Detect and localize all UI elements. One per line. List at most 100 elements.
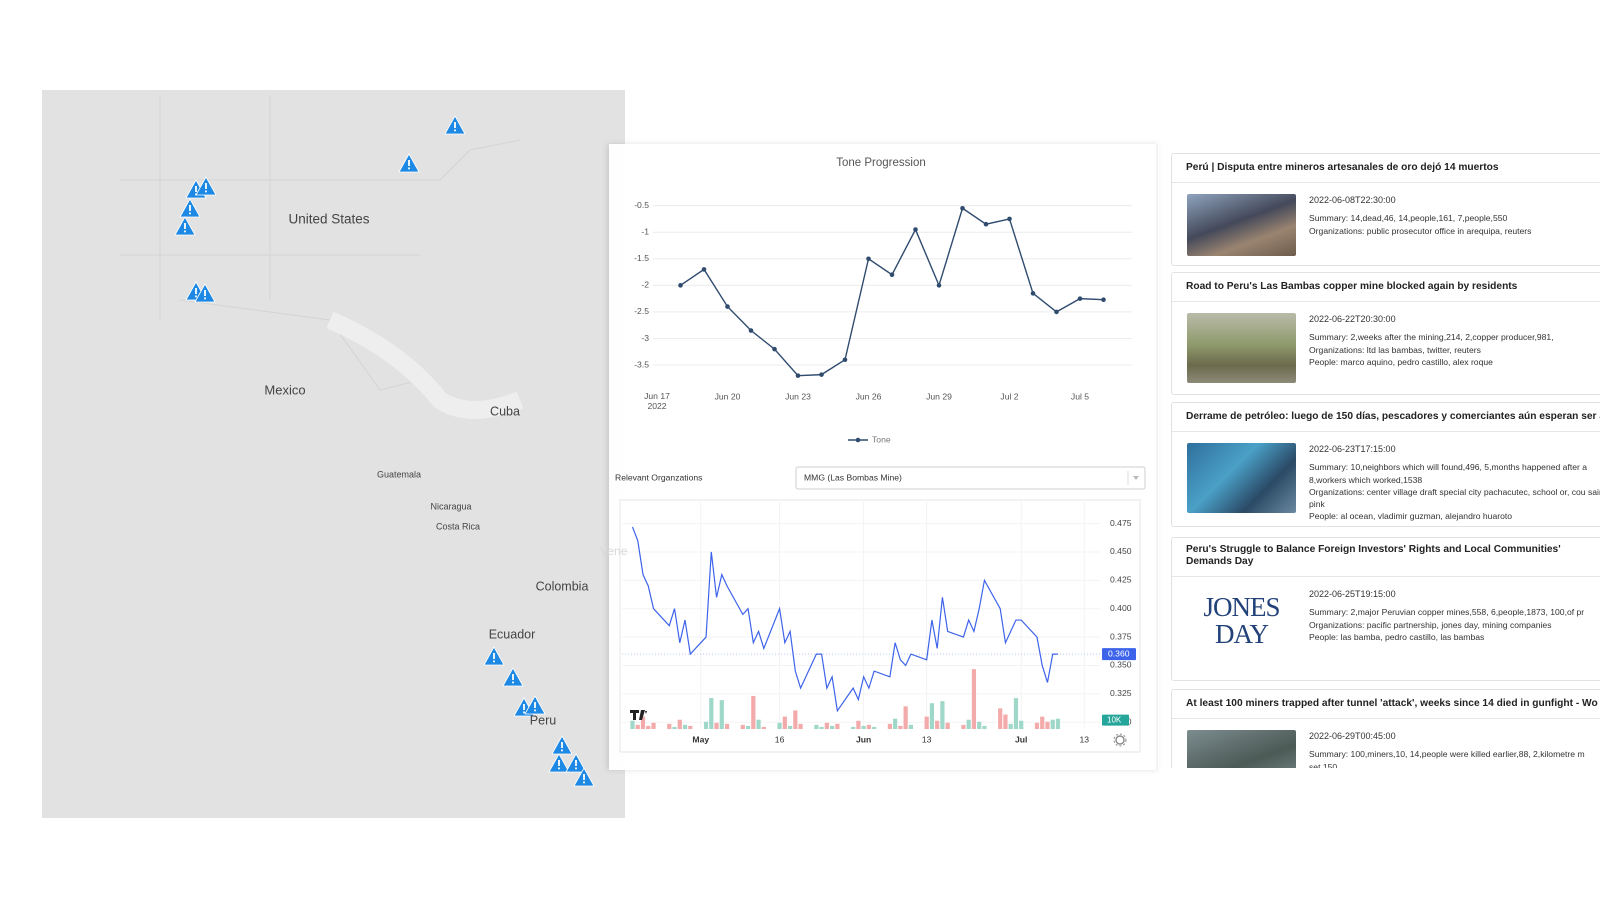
alert-marker-glyph: [204, 297, 206, 300]
legend-swatch-point: [855, 437, 861, 443]
logo-text: JONES: [1203, 592, 1280, 622]
volume-bar: [793, 710, 798, 729]
volume-bar: [945, 722, 950, 729]
tone-point: [701, 267, 707, 272]
alert-marker-glyph: [195, 186, 197, 192]
y-tick-label: 0.425: [1110, 575, 1132, 585]
news-card[interactable]: Peru's Struggle to Balance Foreign Inves…: [1171, 537, 1600, 681]
map-label: United States: [288, 212, 369, 227]
alert-marker-glyph: [561, 742, 563, 748]
news-detail: Summary: 10,neighbors which will found,4…: [1309, 462, 1588, 485]
alert-marker-glyph: [583, 774, 585, 780]
alert-marker-glyph: [184, 223, 186, 229]
news-list: Perú | Disputa entre mineros artesanales…: [1171, 0, 1600, 768]
volume-bar: [724, 723, 730, 729]
volume-bar: [872, 726, 877, 729]
volume-bar: [745, 725, 751, 729]
volume-bar: [667, 723, 672, 729]
tone-point: [748, 328, 754, 333]
map[interactable]: [42, 90, 625, 818]
news-info: 2022-06-25T19:15:00 Summary: 2,major Peru…: [1309, 588, 1600, 643]
volume-bar: [756, 719, 761, 729]
volume-bar: [856, 720, 861, 729]
news-detail: Organizations: center village draft spec…: [1309, 486, 1600, 510]
x-tick-label: Jun: [856, 734, 871, 744]
logo-text: DAY: [1214, 619, 1269, 649]
news-date: 2022-06-22T20:30:00: [1309, 314, 1396, 324]
organization-select[interactable]: [795, 466, 1146, 490]
news-detail: Summary: 2,weeks after the mining,214, 2…: [1309, 332, 1554, 343]
y-tick-label: 0.450: [1110, 546, 1132, 556]
x-tick-label: 16: [775, 734, 785, 744]
volume-bar: [630, 720, 635, 729]
alert-marker-glyph: [454, 122, 456, 128]
tone-point: [913, 227, 918, 232]
tone-point: [842, 357, 848, 363]
x-tick-label: Jun 26: [856, 391, 882, 401]
volume-bar: [709, 698, 714, 729]
volume-bar: [1008, 723, 1013, 729]
volume-bar: [903, 706, 908, 729]
volume-bar: [814, 724, 819, 729]
tone-point: [1007, 216, 1012, 222]
alert-marker-glyph: [575, 760, 577, 766]
news-card[interactable]: Derrame de petróleo: luego de 150 días, …: [1171, 402, 1600, 527]
volume-bar: [1045, 721, 1050, 729]
x-tick-label: Jul 5: [1071, 391, 1089, 401]
select-caret[interactable]: [1133, 476, 1139, 480]
alert-marker-glyph: [558, 760, 560, 766]
news-card[interactable]: At least 100 miners trapped after tunnel…: [1171, 689, 1600, 768]
alert-marker-glyph: [189, 212, 191, 215]
volume-bar: [982, 725, 987, 729]
alert-marker-glyph: [534, 702, 536, 708]
alert-marker-glyph: [195, 295, 197, 298]
news-date: 2022-06-29T00:45:00: [1309, 731, 1396, 741]
volume-bar: [651, 722, 656, 729]
volume-bar: [787, 725, 793, 729]
y-tick-label: -1.5: [634, 253, 649, 263]
alert-marker-glyph: [561, 749, 563, 752]
volume-bar: [682, 724, 688, 729]
alert-marker-glyph: [195, 288, 197, 294]
y-tick-label: -0.5: [634, 200, 649, 210]
news-thumbnail: [1187, 313, 1296, 383]
tone-point: [725, 304, 730, 309]
volume-bar: [893, 718, 898, 729]
news-date: 2022-06-25T19:15:00: [1309, 589, 1396, 599]
alert-marker-glyph: [184, 230, 186, 233]
volume-bar: [1013, 698, 1019, 729]
map-label: Colombia: [536, 579, 589, 593]
alert-marker-glyph: [558, 767, 560, 770]
volume-bar: [646, 725, 651, 729]
news-thumbnail: [1187, 194, 1296, 256]
volume-bar: [677, 719, 682, 729]
news-card[interactable]: Perú | Disputa entre mineros artesanales…: [1171, 153, 1600, 266]
news-card[interactable]: Road to Peru's Las Bambas copper mine bl…: [1171, 272, 1600, 395]
chart-title: Tone Progression: [836, 157, 926, 169]
price-chart-frame: [619, 499, 1141, 753]
volume-bar: [740, 724, 745, 729]
tone-point: [1030, 291, 1036, 296]
tone-point: [795, 373, 801, 378]
volume-bar: [929, 703, 935, 729]
volume-bar: [714, 722, 719, 729]
map-label: Ecuador: [489, 627, 536, 641]
volume-bar: [761, 726, 766, 729]
y-tick-label: 0.475: [1110, 518, 1132, 528]
settings-icon[interactable]: [1113, 733, 1127, 747]
alert-marker-glyph: [189, 205, 191, 211]
volume-bar: [830, 725, 835, 729]
news-detail: Organizations: public prosecutor office …: [1309, 225, 1532, 236]
alert-marker-glyph: [205, 190, 207, 193]
volume-bar: [640, 716, 646, 729]
y-tick-label: -3.5: [634, 359, 649, 369]
map-borders: [120, 95, 524, 419]
x-tick-label: May: [692, 734, 709, 744]
news-thumbnail: JONES DAY: [1187, 588, 1296, 658]
volume-bar: [861, 725, 866, 729]
organization-select-value[interactable]: MMG (Las Bombas Mine): [804, 472, 902, 482]
price-line: [631, 526, 1058, 713]
news-date: 2022-06-08T22:30:00: [1309, 195, 1396, 205]
tone-point: [1101, 297, 1106, 302]
